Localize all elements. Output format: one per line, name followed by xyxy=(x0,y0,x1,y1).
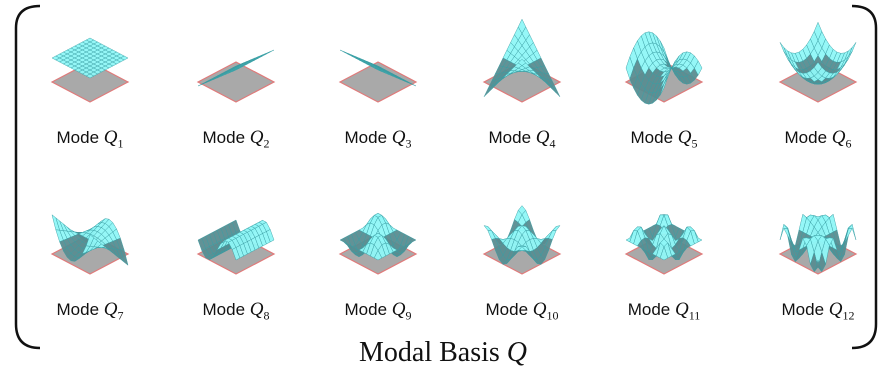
mode-label-6: Mode Q6 xyxy=(785,127,852,151)
mode-symbol: Q xyxy=(392,299,406,320)
mode-word: Mode xyxy=(631,128,674,147)
left-bracket xyxy=(16,6,40,348)
mode-label-12: Mode Q12 xyxy=(782,299,855,323)
right-bracket xyxy=(852,6,876,348)
mode-index: 5 xyxy=(692,136,698,150)
mode-label-10: Mode Q10 xyxy=(486,299,559,323)
mode-word: Mode xyxy=(782,300,825,319)
mode-surface-5 xyxy=(626,32,702,104)
mode-index: 2 xyxy=(264,136,270,150)
mode-word: Mode xyxy=(628,300,671,319)
mode-symbol: Q xyxy=(829,299,843,320)
mode-symbol: Q xyxy=(832,127,846,148)
mode-surface-10 xyxy=(484,206,560,274)
mode-word: Mode xyxy=(203,128,246,147)
mode-symbol: Q xyxy=(678,127,692,148)
mode-index: 10 xyxy=(547,308,559,322)
figure-caption: Modal Basis Q xyxy=(359,337,527,369)
mode-label-1: Mode Q1 xyxy=(57,127,124,151)
mode-symbol: Q xyxy=(533,299,547,320)
mode-surface-7 xyxy=(52,215,128,274)
mode-word: Mode xyxy=(57,300,100,319)
mode-word: Mode xyxy=(486,300,529,319)
mode-symbol: Q xyxy=(392,127,406,148)
mode-symbol: Q xyxy=(250,299,264,320)
mode-label-5: Mode Q5 xyxy=(631,127,698,151)
mode-word: Mode xyxy=(489,128,532,147)
mode-symbol: Q xyxy=(104,127,118,148)
mode-word: Mode xyxy=(785,128,828,147)
mode-label-11: Mode Q11 xyxy=(628,299,701,323)
mode-symbol: Q xyxy=(250,127,264,148)
mode-surface-11 xyxy=(626,215,702,274)
mesh-cell xyxy=(848,42,856,56)
mode-index: 8 xyxy=(264,308,270,322)
mode-index: 6 xyxy=(846,136,852,150)
mode-surface-9 xyxy=(340,213,416,274)
mode-label-7: Mode Q7 xyxy=(57,299,124,323)
caption-symbol: Q xyxy=(507,337,527,368)
mode-word: Mode xyxy=(57,128,100,147)
mode-surface-6 xyxy=(780,22,856,102)
mode-word: Mode xyxy=(345,300,388,319)
caption-text: Modal Basis xyxy=(359,337,500,368)
mode-label-3: Mode Q3 xyxy=(345,127,412,151)
mode-symbol: Q xyxy=(675,299,689,320)
mode-index: 4 xyxy=(550,136,556,150)
mesh-cell xyxy=(552,226,560,231)
mode-index: 1 xyxy=(118,136,124,150)
mode-surface-4 xyxy=(484,19,560,102)
mode-symbol: Q xyxy=(104,299,118,320)
mode-surface-2 xyxy=(198,50,274,102)
mode-index: 3 xyxy=(406,136,412,150)
mode-surface-3 xyxy=(340,50,416,102)
mode-index: 12 xyxy=(843,308,855,322)
mesh-cell xyxy=(484,226,492,231)
mode-symbol: Q xyxy=(536,127,550,148)
mode-word: Mode xyxy=(203,300,246,319)
mode-surface-8 xyxy=(198,220,274,274)
mode-index: 11 xyxy=(689,308,701,322)
mode-index: 7 xyxy=(118,308,124,322)
mode-surface-12 xyxy=(780,214,856,274)
mode-label-2: Mode Q2 xyxy=(203,127,270,151)
mode-label-9: Mode Q9 xyxy=(345,299,412,323)
mode-label-4: Mode Q4 xyxy=(489,127,556,151)
mesh-cell xyxy=(780,42,788,56)
mode-label-8: Mode Q8 xyxy=(203,299,270,323)
mode-index: 9 xyxy=(406,308,412,322)
mode-word: Mode xyxy=(345,128,388,147)
mode-surface-1 xyxy=(52,38,128,102)
